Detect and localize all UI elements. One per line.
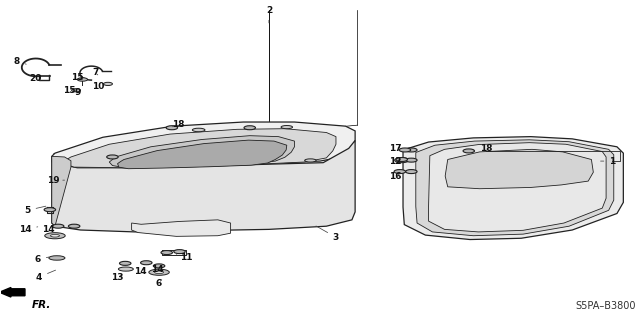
Text: 18: 18	[473, 144, 492, 153]
Ellipse shape	[161, 250, 173, 255]
Text: 4: 4	[36, 270, 56, 281]
FancyArrow shape	[0, 287, 25, 297]
Ellipse shape	[244, 126, 255, 130]
Text: 17: 17	[389, 144, 402, 153]
Text: S5PA–B3800: S5PA–B3800	[575, 301, 636, 311]
Ellipse shape	[104, 82, 113, 85]
Ellipse shape	[281, 125, 292, 129]
Ellipse shape	[141, 261, 152, 265]
Ellipse shape	[463, 149, 474, 153]
Polygon shape	[445, 149, 593, 189]
Text: 9: 9	[74, 88, 81, 97]
Text: 15: 15	[63, 86, 76, 95]
Text: 6: 6	[156, 279, 162, 288]
Ellipse shape	[155, 271, 164, 274]
Ellipse shape	[395, 158, 409, 163]
Ellipse shape	[52, 224, 64, 228]
Ellipse shape	[45, 233, 65, 239]
Polygon shape	[132, 220, 230, 236]
Text: 5: 5	[24, 206, 46, 215]
Ellipse shape	[406, 170, 417, 174]
Text: 8: 8	[13, 56, 26, 65]
Text: 7: 7	[92, 68, 99, 77]
Text: FR.: FR.	[31, 300, 51, 310]
Text: 14: 14	[42, 225, 55, 234]
Ellipse shape	[173, 249, 185, 254]
Text: 13: 13	[111, 273, 124, 282]
Polygon shape	[429, 143, 606, 232]
Text: 11: 11	[176, 253, 192, 262]
Polygon shape	[65, 129, 336, 168]
Ellipse shape	[72, 89, 81, 92]
Ellipse shape	[396, 158, 408, 161]
Ellipse shape	[399, 148, 411, 152]
Text: 12: 12	[389, 157, 402, 166]
Ellipse shape	[49, 256, 65, 260]
Text: 14: 14	[19, 225, 38, 234]
Ellipse shape	[118, 267, 133, 271]
Text: 19: 19	[47, 176, 65, 185]
Text: 14: 14	[151, 264, 163, 274]
Ellipse shape	[394, 170, 406, 174]
Ellipse shape	[406, 158, 417, 162]
Text: 1: 1	[600, 157, 616, 166]
Ellipse shape	[149, 269, 170, 275]
Ellipse shape	[305, 159, 316, 162]
Text: 14: 14	[134, 267, 146, 276]
Text: 2: 2	[266, 6, 272, 23]
Ellipse shape	[51, 234, 60, 237]
Polygon shape	[416, 140, 614, 236]
Ellipse shape	[193, 128, 205, 132]
Text: 10: 10	[92, 82, 104, 91]
Text: 6: 6	[35, 255, 49, 264]
Text: 16: 16	[389, 172, 402, 181]
Polygon shape	[52, 122, 355, 167]
Ellipse shape	[406, 148, 417, 152]
Ellipse shape	[107, 155, 118, 159]
Ellipse shape	[166, 126, 177, 130]
Text: 20: 20	[29, 74, 42, 83]
Text: 3: 3	[316, 226, 339, 242]
Ellipse shape	[154, 264, 165, 268]
Polygon shape	[52, 140, 355, 232]
Text: 15: 15	[71, 73, 84, 82]
Polygon shape	[403, 137, 623, 240]
Ellipse shape	[68, 224, 80, 228]
Text: 18: 18	[172, 120, 184, 129]
Ellipse shape	[77, 78, 88, 81]
Polygon shape	[109, 136, 294, 168]
Polygon shape	[118, 140, 287, 169]
Ellipse shape	[44, 208, 56, 212]
Ellipse shape	[120, 261, 131, 265]
Polygon shape	[52, 156, 71, 226]
